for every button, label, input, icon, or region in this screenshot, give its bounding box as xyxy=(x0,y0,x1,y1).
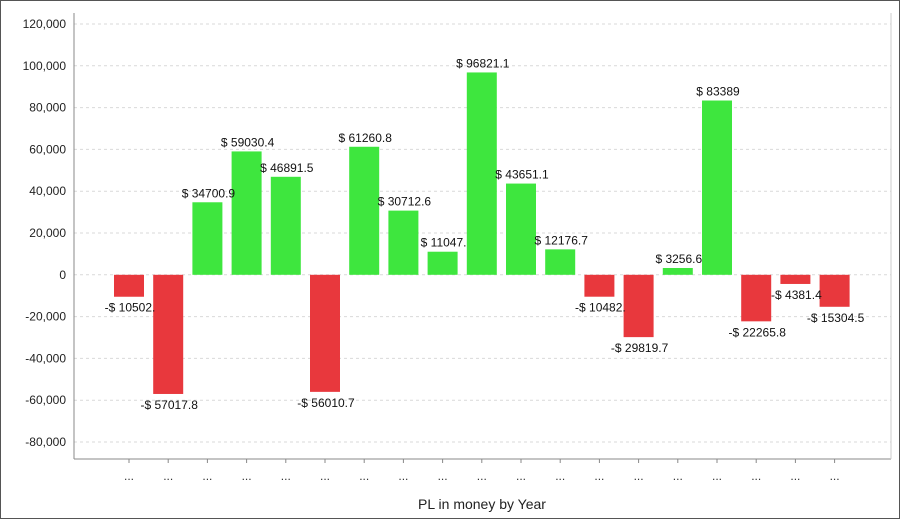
x-tick-label: ... xyxy=(477,469,487,483)
y-tick-label: 120,000 xyxy=(23,17,67,31)
bar xyxy=(427,251,458,275)
bar xyxy=(819,274,850,307)
data-label: $ 34700.9 xyxy=(182,186,236,200)
y-tick-label: 60,000 xyxy=(29,142,66,156)
x-tick-label: ... xyxy=(751,469,761,483)
x-tick-label: ... xyxy=(516,469,526,483)
y-tick-label: -40,000 xyxy=(25,351,66,365)
bar xyxy=(623,274,654,338)
y-tick-label: 20,000 xyxy=(29,226,66,240)
y-tick-label: 80,000 xyxy=(29,101,66,115)
x-tick-label: ... xyxy=(712,469,722,483)
bar xyxy=(584,274,615,297)
x-tick-label: ... xyxy=(359,469,369,483)
data-label: $ 43651.1 xyxy=(495,168,549,182)
bar xyxy=(702,100,732,275)
data-label: $ 30712.6 xyxy=(378,195,432,209)
x-axis-title: PL in money by Year xyxy=(418,496,546,512)
data-label: $ 83389 xyxy=(696,85,740,99)
data-label: -$ 29819.7 xyxy=(611,341,669,355)
x-tick-label: ... xyxy=(163,469,173,483)
x-tick-label: ... xyxy=(202,469,212,483)
bar xyxy=(466,72,497,275)
y-tick-label: -60,000 xyxy=(25,393,66,407)
y-tick-label: -80,000 xyxy=(25,435,66,449)
x-tick-label: ... xyxy=(555,469,565,483)
x-tick-label: ... xyxy=(398,469,408,483)
x-tick-label: ... xyxy=(320,469,330,483)
data-label: $ 3256.6 xyxy=(655,252,702,266)
data-labels: -$ 10502. -$ 57017.8 $ 34700.9 $ 59030.4 $ 4… xyxy=(105,56,865,412)
x-tick-label: ... xyxy=(790,469,800,483)
x-tick-label: ... xyxy=(634,469,644,483)
data-label: -$ 15304.5 xyxy=(807,311,865,325)
x-tick-label: ... xyxy=(830,469,840,483)
x-tick-label: ... xyxy=(594,469,604,483)
bar xyxy=(231,151,262,275)
bar xyxy=(270,176,301,275)
bar xyxy=(192,202,223,275)
bar xyxy=(388,210,419,275)
x-tick-label: ... xyxy=(673,469,683,483)
bar xyxy=(114,274,144,297)
data-label: $ 11047. xyxy=(421,236,467,250)
bar xyxy=(349,146,380,275)
y-tick-label: 40,000 xyxy=(29,184,66,198)
bar xyxy=(545,249,576,275)
x-tick-label: ... xyxy=(438,469,448,483)
data-label: -$ 10482. xyxy=(575,301,626,315)
data-label: -$ 10502. xyxy=(105,301,156,315)
data-label: $ 59030.4 xyxy=(221,135,275,149)
data-label: $ 46891.5 xyxy=(260,161,314,175)
data-label: $ 12176.7 xyxy=(535,233,589,247)
x-tick-label: ... xyxy=(124,469,134,483)
y-tick-label: 100,000 xyxy=(23,59,67,73)
data-label: $ 96821.1 xyxy=(456,56,510,70)
data-label: -$ 4381.4 xyxy=(771,288,822,302)
bar xyxy=(310,274,340,392)
data-label: -$ 22265.8 xyxy=(729,325,787,339)
data-label: -$ 57017.8 xyxy=(141,398,199,412)
category-labels: ........................................… xyxy=(124,459,840,483)
bar xyxy=(506,183,536,275)
data-label: $ 61260.8 xyxy=(339,131,393,145)
bar xyxy=(780,274,811,284)
y-tick-label: 0 xyxy=(59,268,66,282)
axes: -80,000 -60,000 -40,000 -20,000 0 20,000 40,00… xyxy=(23,13,892,460)
x-tick-label: ... xyxy=(281,469,291,483)
bars xyxy=(114,72,850,394)
bar xyxy=(153,274,184,394)
bar xyxy=(662,267,693,275)
x-tick-label: ... xyxy=(242,469,252,483)
data-label: -$ 56010.7 xyxy=(297,396,355,410)
y-tick-label: -20,000 xyxy=(25,310,66,324)
bar xyxy=(741,274,772,322)
